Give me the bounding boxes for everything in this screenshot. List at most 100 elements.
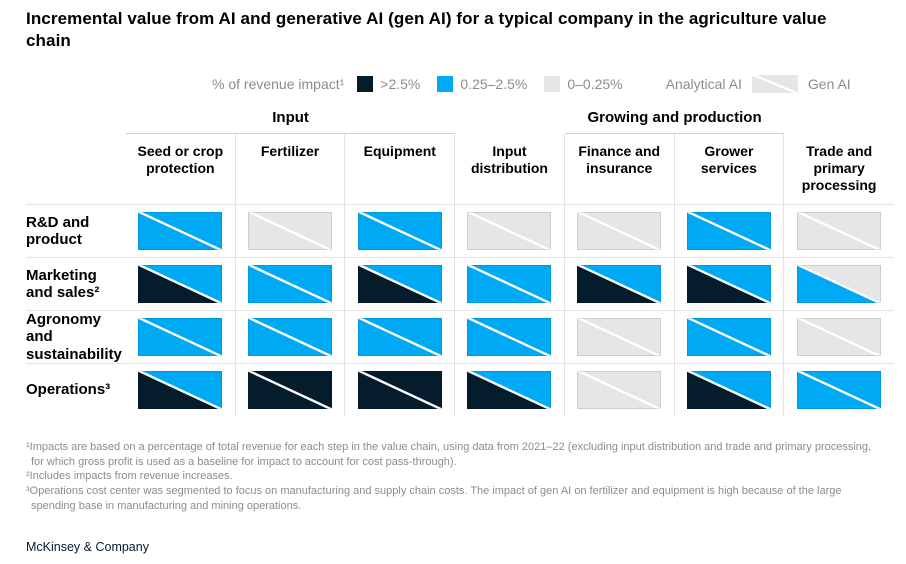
impact-cell-graphic	[577, 265, 662, 304]
column-group-row: Input Growing and production	[26, 107, 894, 134]
column-header: Input distribution	[455, 133, 565, 205]
impact-cell-graphic	[357, 318, 442, 357]
cell-diagonal-divider	[248, 265, 333, 304]
impact-cell-graphic	[577, 371, 662, 410]
legend-bucket: 0–0.25%	[544, 75, 623, 92]
cell-border	[577, 212, 662, 251]
impact-cell-graphic	[357, 371, 442, 410]
impact-cell-graphic	[138, 212, 223, 251]
cell-diagonal-divider	[577, 212, 662, 251]
impact-cell-graphic	[248, 265, 333, 304]
legend-bucket-swatch	[544, 75, 561, 92]
matrix-cell	[455, 258, 565, 311]
cell-border	[248, 371, 333, 410]
row-label: R&D and product	[26, 213, 90, 249]
impact-cell-graphic	[138, 371, 223, 410]
matrix-cell	[126, 258, 236, 311]
row-label: Marketing and sales²	[26, 266, 100, 302]
cell-diagonal-divider	[357, 318, 442, 357]
cell-diagonal-divider	[686, 265, 771, 304]
cell-diagonal-divider	[797, 318, 882, 357]
cell-diagonal-divider	[467, 318, 552, 357]
cell-diagonal-divider	[248, 318, 333, 357]
column-header: Grower services	[675, 133, 785, 205]
cell-diagonal-divider	[467, 212, 552, 251]
gen-ai-label: Gen AI	[807, 75, 851, 92]
column-header: Finance and insurance	[565, 133, 675, 205]
ai-type-legend: Analytical AI Gen AI	[665, 74, 851, 93]
matrix-cell	[784, 311, 894, 363]
cell-diagonal-divider	[248, 212, 333, 251]
footnote: ²Includes impacts from revenue increases…	[26, 470, 233, 483]
analytical-ai-label: Analytical AI	[665, 75, 742, 92]
column-header: Seed or crop protection	[126, 133, 236, 205]
cell-diagonal-divider	[138, 371, 223, 410]
column-group-header: Input	[126, 109, 456, 134]
column-header: Fertilizer	[236, 133, 346, 205]
cell-border	[357, 371, 442, 410]
cell-diagonal-divider	[797, 265, 882, 304]
footnotes: ¹Impacts are based on a percentage of to…	[26, 440, 884, 513]
cell-border	[467, 318, 552, 357]
cell-border	[686, 371, 771, 410]
impact-cell-graphic	[248, 318, 333, 357]
impact-cell-graphic	[797, 318, 882, 357]
matrix-cell	[784, 258, 894, 310]
split-swatch-diagonal	[751, 74, 798, 93]
matrix-row: Agronomy and sustainability	[26, 310, 894, 364]
cell-diagonal-divider	[577, 371, 662, 410]
cell-border	[467, 212, 552, 251]
matrix-row: R&D and product	[26, 204, 894, 258]
legend-bucket-swatch	[437, 75, 454, 92]
matrix-cell	[675, 205, 785, 258]
cell-border	[577, 265, 662, 304]
impact-cell-graphic	[467, 371, 552, 410]
legend: % of revenue impact¹ >2.5% 0.25–2.5% 0–0.2…	[26, 74, 894, 93]
impact-cell-graphic	[138, 265, 223, 304]
cell-border	[797, 212, 882, 251]
impact-cell-graphic	[138, 318, 223, 357]
cell-border	[138, 265, 223, 304]
cell-border	[467, 371, 552, 410]
cell-diagonal-divider	[686, 318, 771, 357]
row-label: Agronomy and sustainability	[26, 311, 122, 363]
legend-bucket-label: >2.5%	[380, 75, 421, 92]
cell-border	[138, 212, 223, 251]
matrix-cell	[565, 311, 675, 364]
impact-cell-graphic	[797, 212, 882, 251]
impact-cell-graphic	[248, 212, 333, 251]
cell-diagonal-divider	[357, 212, 442, 251]
legend-bucket-label: 0–0.25%	[567, 75, 623, 92]
cell-diagonal-divider	[467, 371, 552, 410]
impact-cell-graphic	[577, 212, 662, 251]
cell-diagonal-divider	[797, 371, 882, 410]
cell-border	[686, 318, 771, 357]
cell-border	[686, 212, 771, 251]
matrix-cell	[784, 364, 894, 416]
matrix-cell	[565, 258, 675, 311]
cell-border	[357, 212, 442, 251]
impact-cell-graphic	[357, 212, 442, 251]
matrix-cell	[345, 258, 456, 311]
cell-border	[577, 371, 662, 410]
column-header-row: Seed or crop protection Fertilizer Equipme…	[26, 133, 894, 205]
cell-diagonal-divider	[138, 265, 223, 304]
impact-cell-graphic	[467, 318, 552, 357]
matrix-cell	[784, 205, 894, 257]
impact-cell-graphic	[577, 318, 662, 357]
cell-diagonal-divider	[248, 371, 333, 410]
cell-border	[577, 318, 662, 357]
split-swatch-icon	[751, 74, 798, 93]
legend-title: % of revenue impact¹	[212, 75, 345, 92]
matrix-cell	[236, 364, 346, 417]
impact-cell-graphic	[357, 265, 442, 304]
cell-diagonal-divider	[577, 265, 662, 304]
matrix-cell	[236, 311, 346, 364]
impact-cell-graphic	[686, 371, 771, 410]
matrix-cell	[455, 311, 565, 364]
impact-cell-graphic	[686, 265, 771, 304]
matrix-cell	[345, 364, 456, 417]
matrix-cell	[126, 311, 236, 364]
matrix-cell	[236, 258, 346, 311]
